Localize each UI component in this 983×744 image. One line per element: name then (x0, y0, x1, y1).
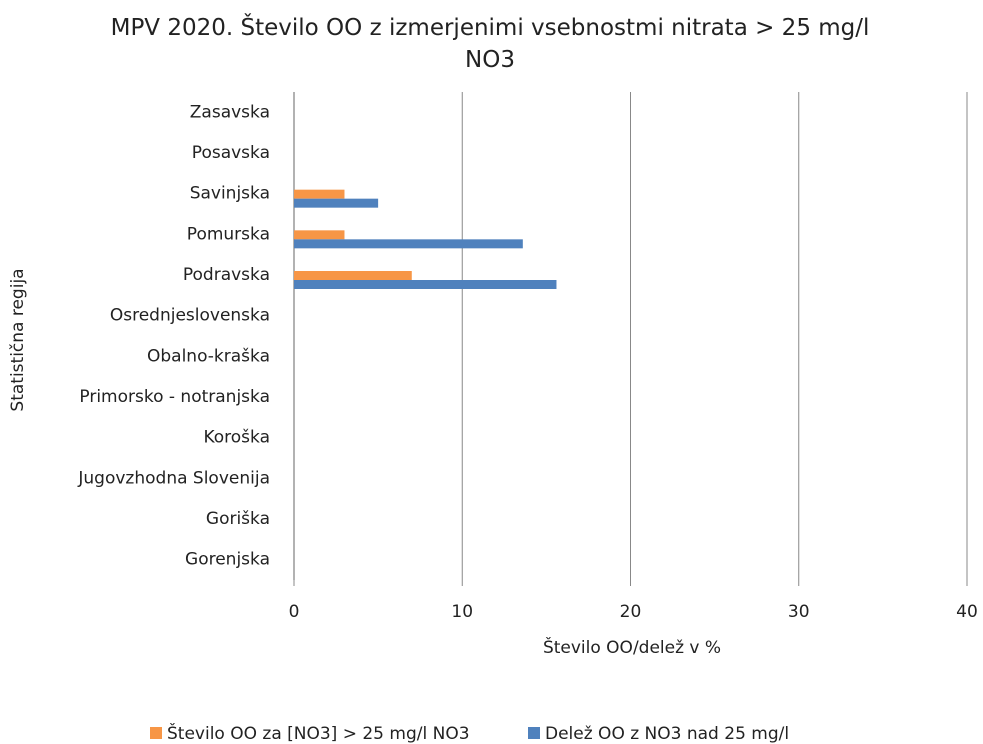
chart-title: MPV 2020. Število OO z izmerjenimi vsebn… (110, 15, 870, 73)
x-tick-label: 10 (451, 602, 473, 622)
x-tick-label: 30 (788, 602, 810, 622)
bar (294, 198, 379, 208)
y-tick-label: Koroška (203, 428, 270, 448)
bar (294, 230, 345, 240)
y-tick-label: Posavska (192, 143, 270, 163)
y-tick-label: Obalno-kraška (147, 346, 270, 366)
y-tick-label: Podravska (183, 265, 270, 285)
y-tick-label: Primorsko - notranjska (79, 387, 270, 407)
y-tick-label: Zasavska (190, 102, 270, 122)
legend-swatch (150, 727, 162, 739)
y-axis-label: Statistična regija (8, 268, 28, 411)
x-tick-label: 0 (289, 602, 300, 622)
x-tick-label: 40 (956, 602, 978, 622)
y-tick-label: Jugovzhodna Slovenija (77, 468, 270, 488)
y-tick-label: Pomurska (187, 224, 270, 244)
y-tick-label: Savinjska (190, 184, 270, 204)
bar (294, 189, 345, 199)
y-tick-label: Osrednjeslovenska (110, 306, 270, 326)
y-tick-label: Goriška (206, 509, 270, 529)
legend-swatch (528, 727, 540, 739)
y-tick-label: Gorenjska (185, 550, 270, 570)
legend-label: Delež OO z NO3 nad 25 mg/l (545, 724, 789, 744)
bar (294, 271, 412, 280)
x-tick-label: 20 (620, 602, 642, 622)
legend-label: Število OO za [NO3] > 25 mg/l NO3 (167, 722, 470, 744)
x-axis-label: Število OO/delež v % (543, 636, 721, 658)
bar (294, 239, 523, 249)
bar (294, 280, 557, 289)
